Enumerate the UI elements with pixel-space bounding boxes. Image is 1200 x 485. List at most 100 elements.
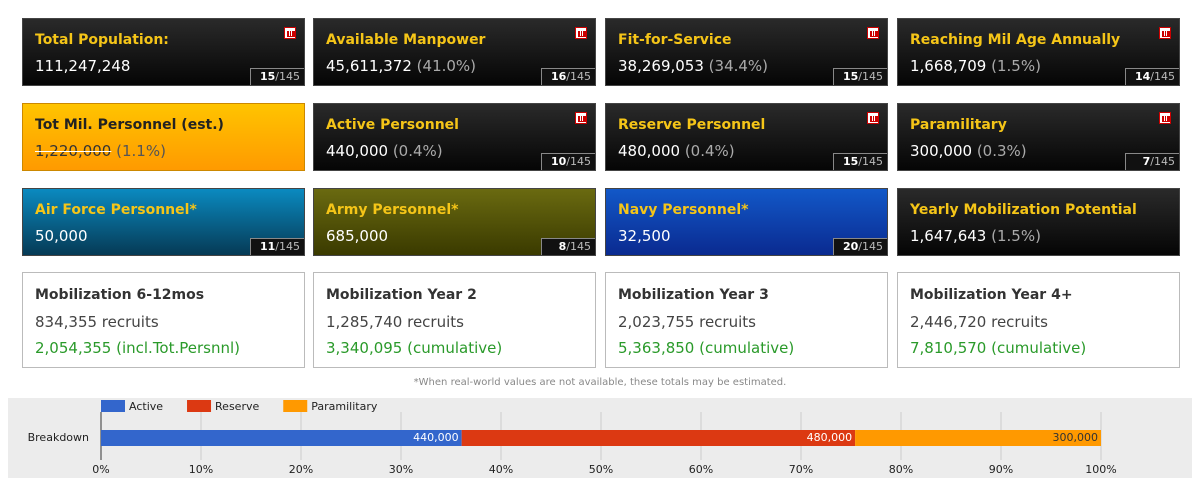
rank-of: /145 — [1150, 155, 1175, 168]
value: 1,647,643 — [910, 227, 987, 245]
stat-card: Tot Mil. Personnel (est.) 1,220,000 (1.1%… — [22, 103, 305, 171]
mob-recruits: 2,023,755 recruits — [618, 313, 756, 331]
rank-of: /145 — [858, 70, 883, 83]
card-value: 38,269,053 (34.4%) — [618, 57, 768, 75]
value: 685,000 — [326, 227, 389, 245]
rank-badge: 15/145 — [833, 68, 887, 85]
rank-of: /145 — [858, 240, 883, 253]
value: 111,247,248 — [35, 57, 131, 75]
mob-cumulative: 5,363,850 (cumulative) — [618, 339, 795, 357]
rank-badge: 16/145 — [541, 68, 595, 85]
x-tick-label: 10% — [189, 463, 213, 476]
stat-card: Reserve Personnel 480,000 (0.4%) 15/145 — [605, 103, 888, 171]
mob-cumulative: 7,810,570 (cumulative) — [910, 339, 1087, 357]
rank: 8 — [558, 240, 567, 253]
card-value: 45,611,372 (41.0%) — [326, 57, 476, 75]
card-title: Total Population: — [35, 32, 169, 48]
card-value: 1,647,643 (1.5%) — [910, 227, 1041, 245]
stat-card: Yearly Mobilization Potential 1,647,643 (… — [897, 188, 1180, 256]
value-label: 300,000 — [1053, 431, 1099, 444]
value-label: 480,000 — [807, 431, 853, 444]
value: 300,000 — [910, 142, 973, 160]
value: 480,000 — [618, 142, 681, 160]
card-title: Fit-for-Service — [618, 32, 732, 48]
x-tick-label: 80% — [889, 463, 913, 476]
mob-recruits: 834,355 recruits — [35, 313, 159, 331]
mob-cumulative: 2,054,355 (incl.Tot.Persnnl) — [35, 339, 241, 357]
chart-icon[interactable] — [575, 112, 587, 124]
rank: 20 — [842, 240, 859, 253]
rank: 16 — [550, 70, 567, 83]
x-tick-label: 70% — [789, 463, 813, 476]
rank-badge: 20/145 — [833, 238, 887, 255]
percent: (1.5%) — [991, 57, 1041, 75]
card-title: Tot Mil. Personnel (est.) — [35, 117, 224, 133]
rank-of: /145 — [275, 70, 300, 83]
value: 440,000 — [326, 142, 389, 160]
bar-segment — [461, 430, 856, 446]
chart: 0% 10% 20% 30% 40% 50% 60% 70% 80% 90% 100% Breakdo… — [8, 398, 1192, 478]
rank: 10 — [550, 155, 567, 168]
rank-badge: 15/145 — [833, 153, 887, 170]
value-label: 440,000 — [413, 431, 459, 444]
rank-of: /145 — [566, 70, 591, 83]
mob-title: Mobilization Year 3 — [618, 287, 769, 303]
stat-card: Army Personnel* 685,000 8/145 — [313, 188, 596, 256]
mobilization-card: Mobilization Year 2 1,285,740 recruits 3,3… — [313, 272, 596, 368]
rank-of: /145 — [566, 155, 591, 168]
card-value: 440,000 (0.4%) — [326, 142, 443, 160]
rank-badge: 7/145 — [1125, 153, 1179, 170]
card-value: 300,000 (0.3%) — [910, 142, 1027, 160]
percent: (34.4%) — [708, 57, 769, 75]
card-title: Available Manpower — [326, 32, 486, 48]
card-value: 480,000 (0.4%) — [618, 142, 735, 160]
stat-card: Reaching Mil Age Annually 1,668,709 (1.5%… — [897, 18, 1180, 86]
rank-badge: 14/145 — [1125, 68, 1179, 85]
x-tick-label: 30% — [389, 463, 413, 476]
value: 32,500 — [618, 227, 671, 245]
x-tick-label: 40% — [489, 463, 513, 476]
card-value: 685,000 — [326, 227, 388, 245]
mob-title: Mobilization 6-12mos — [35, 287, 205, 303]
rank: 7 — [1142, 155, 1151, 168]
chart-icon[interactable] — [867, 27, 879, 39]
percent: (1.5%) — [991, 227, 1041, 245]
value: 50,000 — [35, 227, 88, 245]
card-title: Reserve Personnel — [618, 117, 766, 133]
card-title: Navy Personnel* — [618, 202, 749, 218]
value: 45,611,372 — [326, 57, 412, 75]
x-tick-label: 90% — [989, 463, 1013, 476]
legend-label: Paramilitary — [311, 400, 378, 413]
percent: (0.3%) — [976, 142, 1027, 160]
chart-icon[interactable] — [1159, 112, 1171, 124]
rank-badge: 10/145 — [541, 153, 595, 170]
chart-icon[interactable] — [867, 112, 879, 124]
stat-card: Available Manpower 45,611,372 (41.0%) 16/1… — [313, 18, 596, 86]
mob-cumulative: 3,340,095 (cumulative) — [326, 339, 503, 357]
chart-icon[interactable] — [575, 27, 587, 39]
stat-card: Fit-for-Service 38,269,053 (34.4%) 15/145 — [605, 18, 888, 86]
percent: (0.4%) — [684, 142, 735, 160]
legend-swatch — [283, 400, 308, 412]
rank: 15 — [842, 70, 859, 83]
legend-swatch — [101, 400, 125, 412]
rank-badge: 8/145 — [541, 238, 595, 255]
rank: 11 — [259, 240, 276, 253]
x-tick-label: 60% — [689, 463, 713, 476]
mob-title: Mobilization Year 4+ — [910, 287, 1073, 303]
rank-of: /145 — [566, 240, 591, 253]
x-tick-label: 0% — [92, 463, 109, 476]
stat-card: Navy Personnel* 32,500 20/145 — [605, 188, 888, 256]
stat-card: Air Force Personnel* 50,000 11/145 — [22, 188, 305, 256]
value: 38,269,053 — [618, 57, 704, 75]
chart-icon[interactable] — [1159, 27, 1171, 39]
mobilization-card: Mobilization Year 4+ 2,446,720 recruits 7,… — [897, 272, 1180, 368]
card-value: 50,000 — [35, 227, 88, 245]
rank-of: /145 — [1150, 70, 1175, 83]
stat-card: Active Personnel 440,000 (0.4%) 10/145 — [313, 103, 596, 171]
card-value: 32,500 — [618, 227, 671, 245]
chart-icon[interactable] — [284, 27, 296, 39]
rank-badge: 15/145 — [250, 68, 304, 85]
value: 1,668,709 — [910, 57, 987, 75]
rank-of: /145 — [275, 240, 300, 253]
